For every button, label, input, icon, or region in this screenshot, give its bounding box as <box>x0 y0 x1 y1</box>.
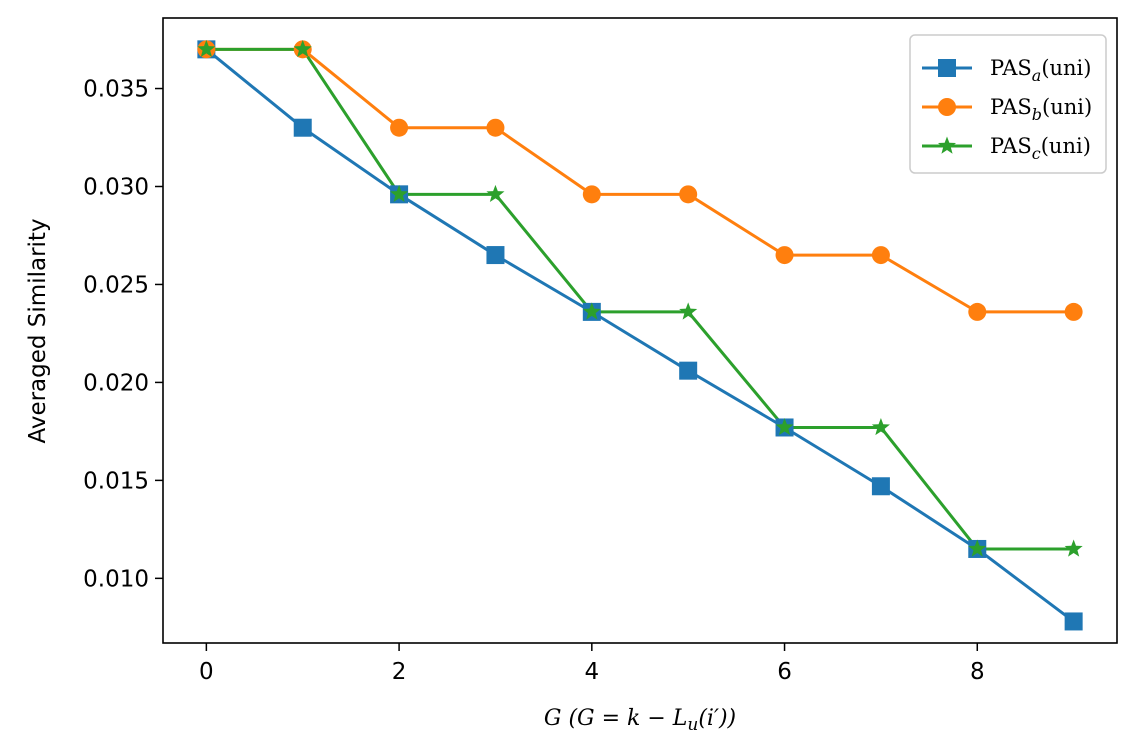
x-axis-ticks: 0 2 4 6 8 <box>199 643 985 685</box>
y-tick-label: 0.010 <box>83 566 149 592</box>
series-line-a <box>205 48 1075 623</box>
data-point-c <box>679 302 698 320</box>
data-point-c <box>1064 539 1083 557</box>
legend-label-c: PASc(uni) <box>990 134 1091 163</box>
data-point-b <box>582 185 601 204</box>
data-point-c <box>871 417 890 436</box>
data-point-b <box>1064 302 1083 321</box>
legend: PASa(uni) PASb(uni) PASc(uni) <box>909 34 1107 174</box>
data-point-b <box>775 246 794 265</box>
data-point-c <box>390 184 409 203</box>
data-point-c <box>775 417 794 436</box>
legend-marker-b <box>938 98 956 116</box>
data-point-c <box>293 39 312 58</box>
data-point-a <box>293 118 312 137</box>
data-point-a <box>679 361 698 380</box>
data-point-c <box>197 39 216 58</box>
data-point-a <box>1064 612 1083 631</box>
data-point-b <box>679 185 698 204</box>
data-point-c <box>582 302 601 320</box>
data-point-b <box>486 118 505 137</box>
data-point-a <box>871 477 890 496</box>
y-tick-label: 0.015 <box>83 468 149 494</box>
data-point-a <box>486 246 505 265</box>
x-tick-label: 8 <box>970 659 985 685</box>
data-point-b <box>968 302 987 321</box>
y-tick-label: 0.025 <box>83 272 149 298</box>
plot-frame <box>162 17 1118 644</box>
series-line-b <box>206 47 1074 314</box>
legend-marker-c <box>937 136 957 154</box>
x-axis-label: G (G = k − Lu(i′)) <box>544 706 736 735</box>
x-tick-label: 2 <box>392 659 407 685</box>
legend-label-a: PASa(uni) <box>990 56 1091 85</box>
x-tick-label: 6 <box>777 659 792 685</box>
y-tick-label: 0.020 <box>83 370 149 396</box>
x-tick-label: 4 <box>584 659 599 685</box>
data-point-b <box>871 246 890 265</box>
series-line-c <box>206 47 1074 551</box>
series-lines <box>205 47 1075 623</box>
y-tick-label: 0.030 <box>83 174 149 200</box>
y-axis-label: Averaged Similarity <box>25 218 51 443</box>
series-markers <box>197 39 1083 631</box>
data-point-b <box>390 118 409 137</box>
data-point-c <box>486 184 505 203</box>
y-tick-label: 0.035 <box>83 77 149 103</box>
x-tick-label: 0 <box>199 659 214 685</box>
data-point-c <box>968 539 987 557</box>
legend-marker-a <box>938 59 956 77</box>
legend-label-b: PASb(uni) <box>990 95 1092 124</box>
y-axis-ticks: 0.010 0.015 0.020 0.025 0.030 0.035 <box>83 77 163 592</box>
